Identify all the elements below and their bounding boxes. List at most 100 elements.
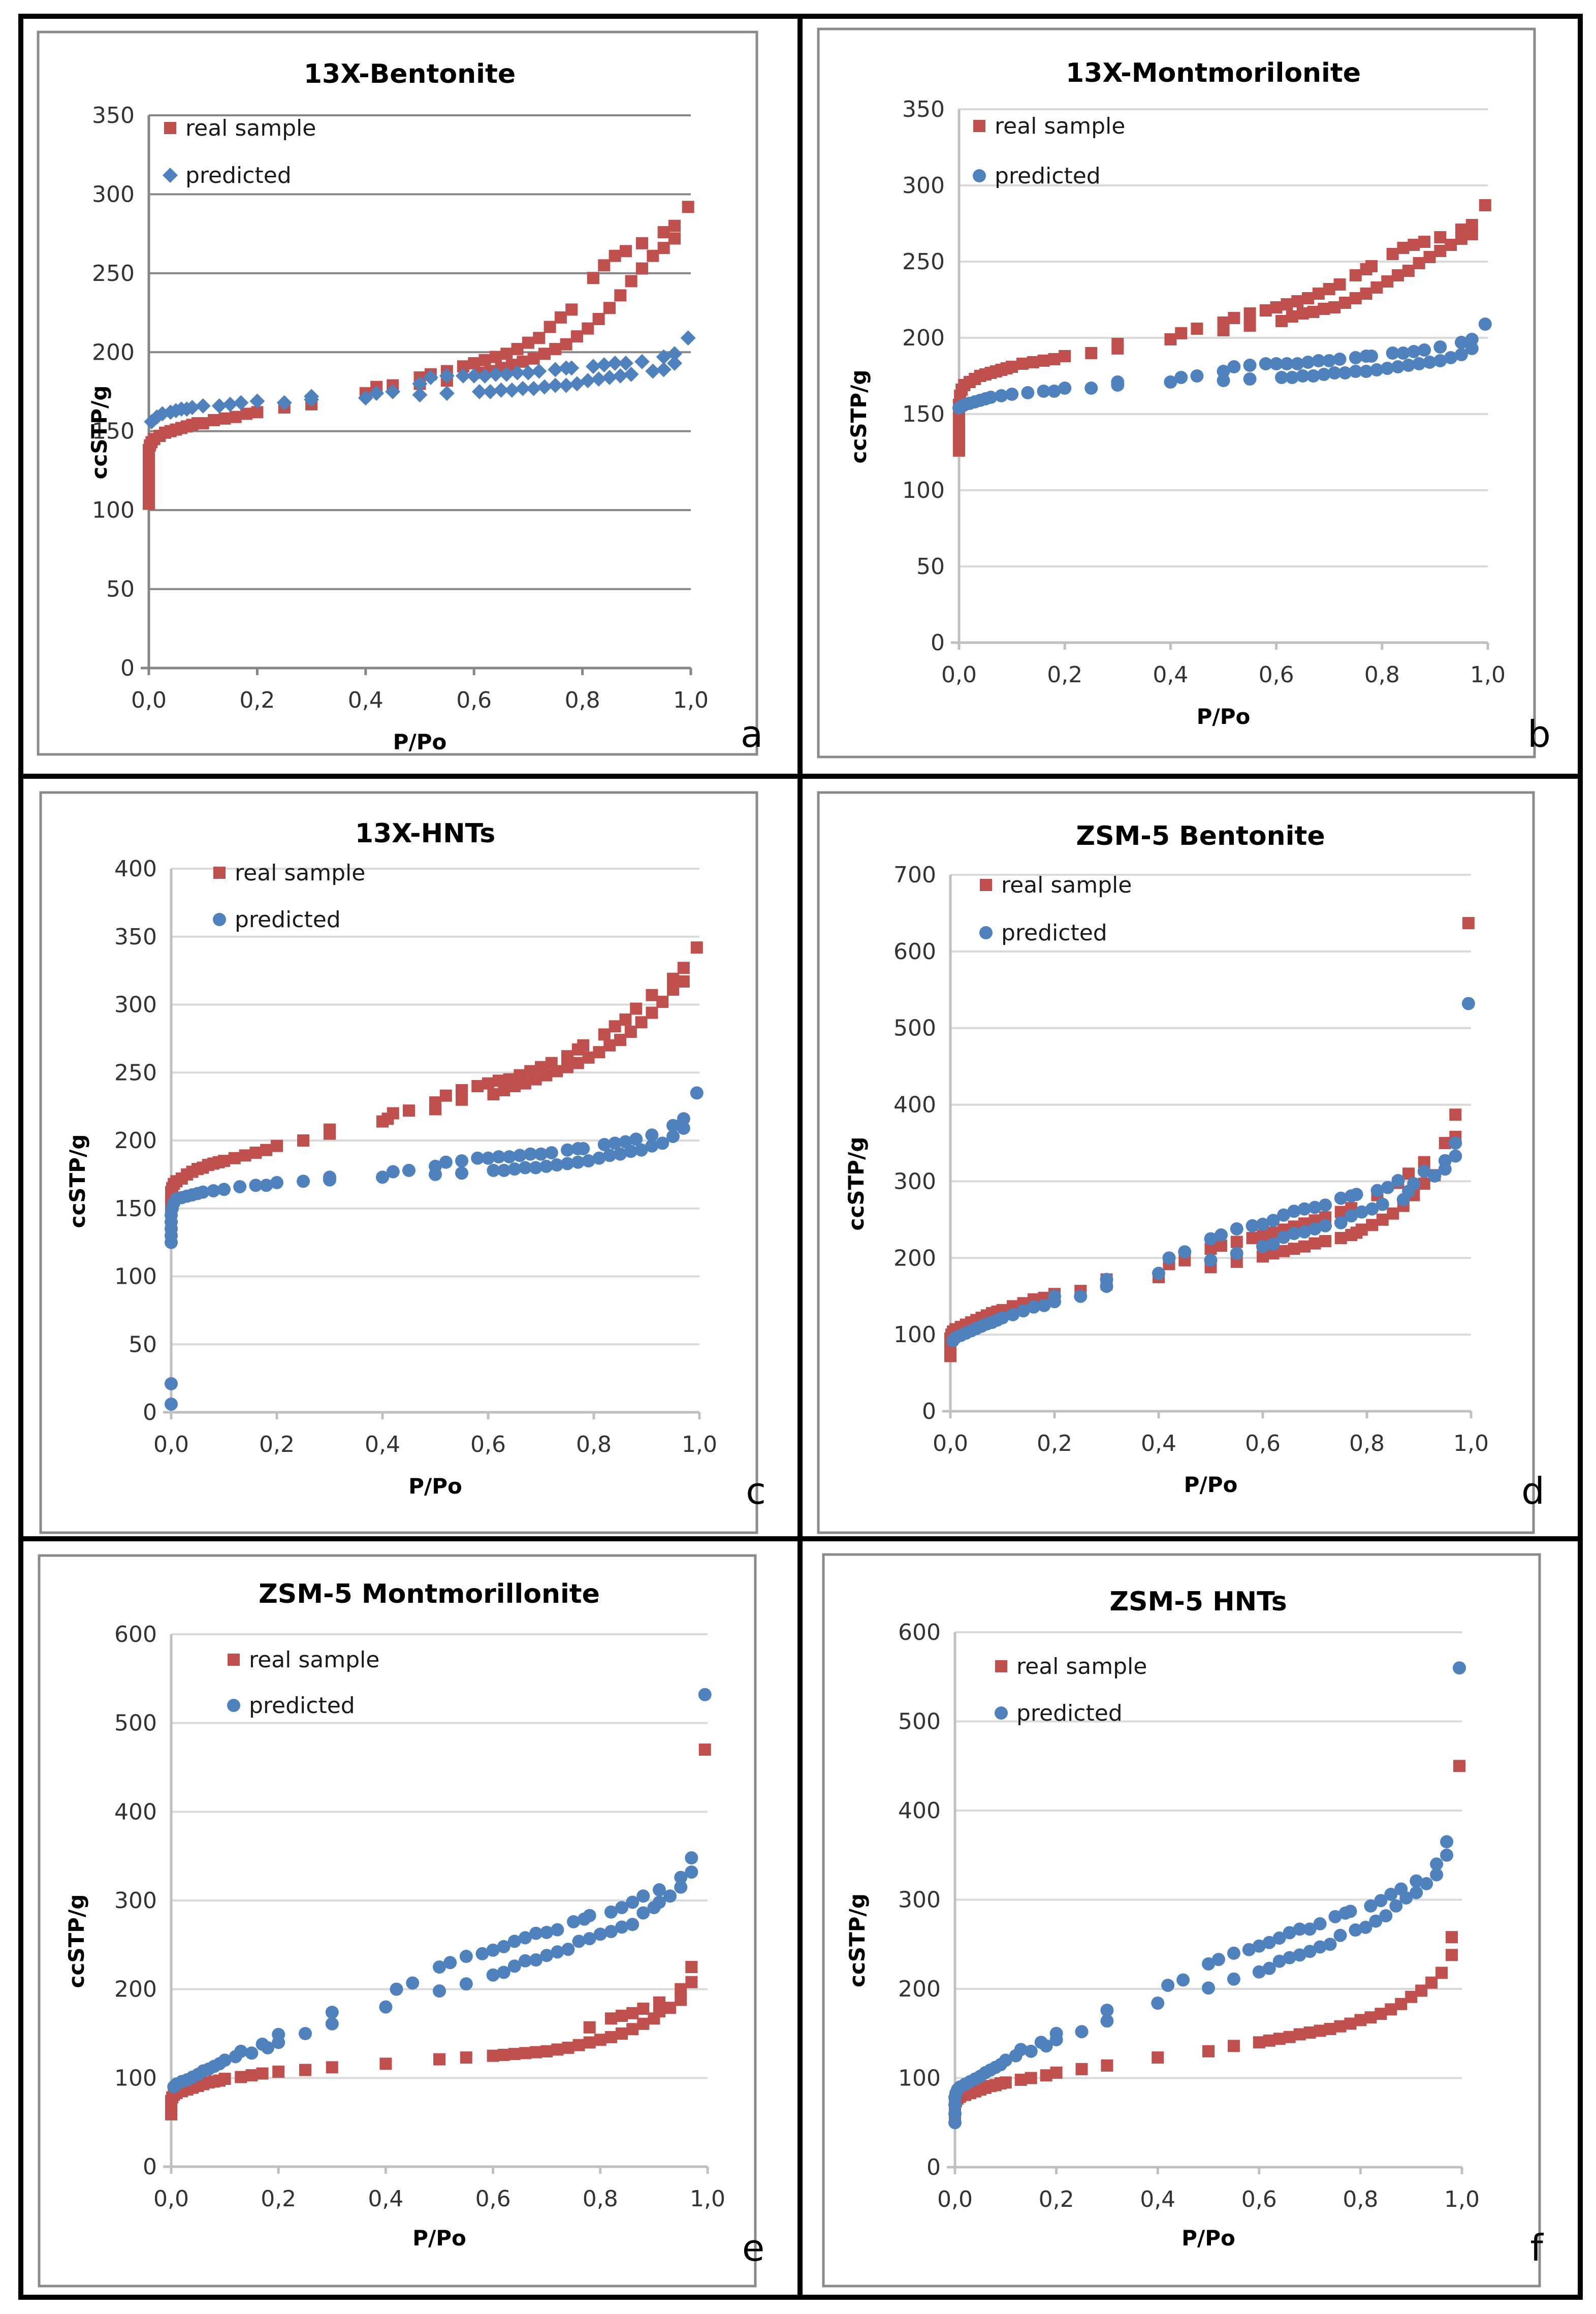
data-point	[984, 391, 998, 404]
x-axis-title: P/Po	[1197, 704, 1251, 729]
data-point	[1277, 1208, 1290, 1222]
circle-legend-icon	[213, 913, 226, 926]
data-point	[471, 384, 487, 399]
legend-label: real sample	[1016, 1654, 1147, 1679]
data-point	[690, 941, 703, 954]
data-point	[1397, 242, 1410, 254]
panel-letter: f	[1530, 2227, 1544, 2269]
series-predicted	[165, 1086, 704, 1411]
data-point	[233, 1180, 247, 1193]
data-point	[1453, 1760, 1466, 1772]
data-point	[299, 2064, 311, 2076]
data-point	[459, 1950, 473, 1963]
x-tick-label: 0,2	[1037, 1431, 1072, 1456]
data-point	[1433, 354, 1447, 367]
data-point	[1312, 354, 1325, 367]
data-point	[234, 2044, 248, 2058]
data-point	[1291, 357, 1304, 370]
data-point	[456, 1093, 468, 1106]
data-point	[1275, 315, 1288, 327]
data-point	[1449, 1149, 1462, 1163]
data-point	[1269, 357, 1283, 370]
data-point	[1313, 1917, 1327, 1930]
data-point	[1050, 2066, 1063, 2079]
data-point	[1227, 1946, 1240, 1960]
data-point	[323, 1170, 336, 1184]
data-point	[1364, 350, 1378, 363]
y-tick-label: 200	[898, 1976, 941, 2002]
data-point	[1027, 1300, 1040, 1314]
data-point	[477, 368, 493, 384]
data-point	[499, 366, 515, 382]
data-point	[386, 1165, 400, 1179]
x-tick-label: 0,4	[365, 1432, 400, 1457]
data-point	[1227, 1972, 1240, 1986]
data-point	[630, 1002, 643, 1015]
y-axis-title: ccSTP/g	[87, 386, 112, 480]
legend-label: real sample	[995, 113, 1125, 139]
legend-item: predicted	[213, 907, 341, 933]
data-point	[609, 249, 621, 262]
data-point	[439, 1155, 453, 1169]
data-point	[614, 1147, 627, 1161]
x-tick-label: 0,4	[1141, 1431, 1176, 1456]
legend-item: predicted	[227, 1693, 355, 1719]
data-point	[1308, 1222, 1322, 1235]
data-point	[1287, 1204, 1301, 1218]
y-tick-label: 150	[92, 419, 135, 445]
data-point	[1293, 1948, 1306, 1962]
data-point	[604, 2031, 617, 2043]
data-point	[1399, 1891, 1413, 1905]
data-point	[455, 1154, 468, 1168]
data-point	[256, 2067, 269, 2080]
data-point	[1275, 371, 1289, 384]
legend: real sample predicted	[979, 872, 1132, 946]
data-point	[1291, 295, 1304, 307]
data-point	[675, 1993, 687, 2006]
x-tick-label: 0,8	[1343, 2186, 1378, 2212]
data-point	[548, 377, 563, 393]
data-point	[515, 381, 531, 396]
data-point	[1215, 1240, 1227, 1252]
data-point	[1252, 1965, 1266, 1979]
data-point	[1262, 1961, 1276, 1975]
data-point	[1449, 1108, 1462, 1121]
x-tick-label: 0,4	[1140, 2186, 1175, 2212]
data-point	[412, 387, 428, 403]
circle-legend-icon	[227, 1699, 240, 1712]
data-point	[680, 330, 696, 346]
x-tick-label: 0,0	[937, 2186, 973, 2212]
series-real-sample	[949, 1760, 1466, 2125]
data-point	[1434, 231, 1447, 243]
data-point	[439, 368, 455, 384]
data-point	[583, 2036, 596, 2049]
data-point	[1084, 382, 1098, 395]
series-predicted	[946, 997, 1475, 1348]
chart-title: 13X-Bentonite	[304, 59, 516, 89]
legend-item: real sample	[980, 872, 1132, 898]
data-point	[508, 1162, 521, 1176]
data-point	[999, 2053, 1012, 2067]
y-axis-title: ccSTP/g	[64, 1894, 89, 1988]
data-point	[518, 1954, 532, 1968]
data-point	[1420, 1877, 1433, 1890]
y-axis-title: ccSTP/g	[844, 1137, 869, 1231]
legend: real sample predicted	[227, 1647, 379, 1719]
data-point	[577, 1039, 590, 1052]
data-point	[218, 2073, 231, 2085]
data-point	[218, 1155, 230, 1167]
data-point	[536, 379, 552, 395]
data-point	[1306, 369, 1320, 383]
data-point	[1162, 1251, 1176, 1265]
data-point	[1230, 1247, 1243, 1260]
data-point	[1227, 360, 1241, 373]
data-point	[504, 382, 520, 398]
data-point	[502, 1150, 516, 1164]
x-axis-title: P/Po	[412, 2226, 466, 2250]
data-point	[666, 356, 682, 371]
data-point	[1100, 2014, 1114, 2028]
data-point	[551, 1923, 564, 1937]
data-point	[604, 1905, 618, 1919]
y-tick-label: 300	[898, 1887, 941, 1913]
data-point	[1101, 2059, 1113, 2072]
